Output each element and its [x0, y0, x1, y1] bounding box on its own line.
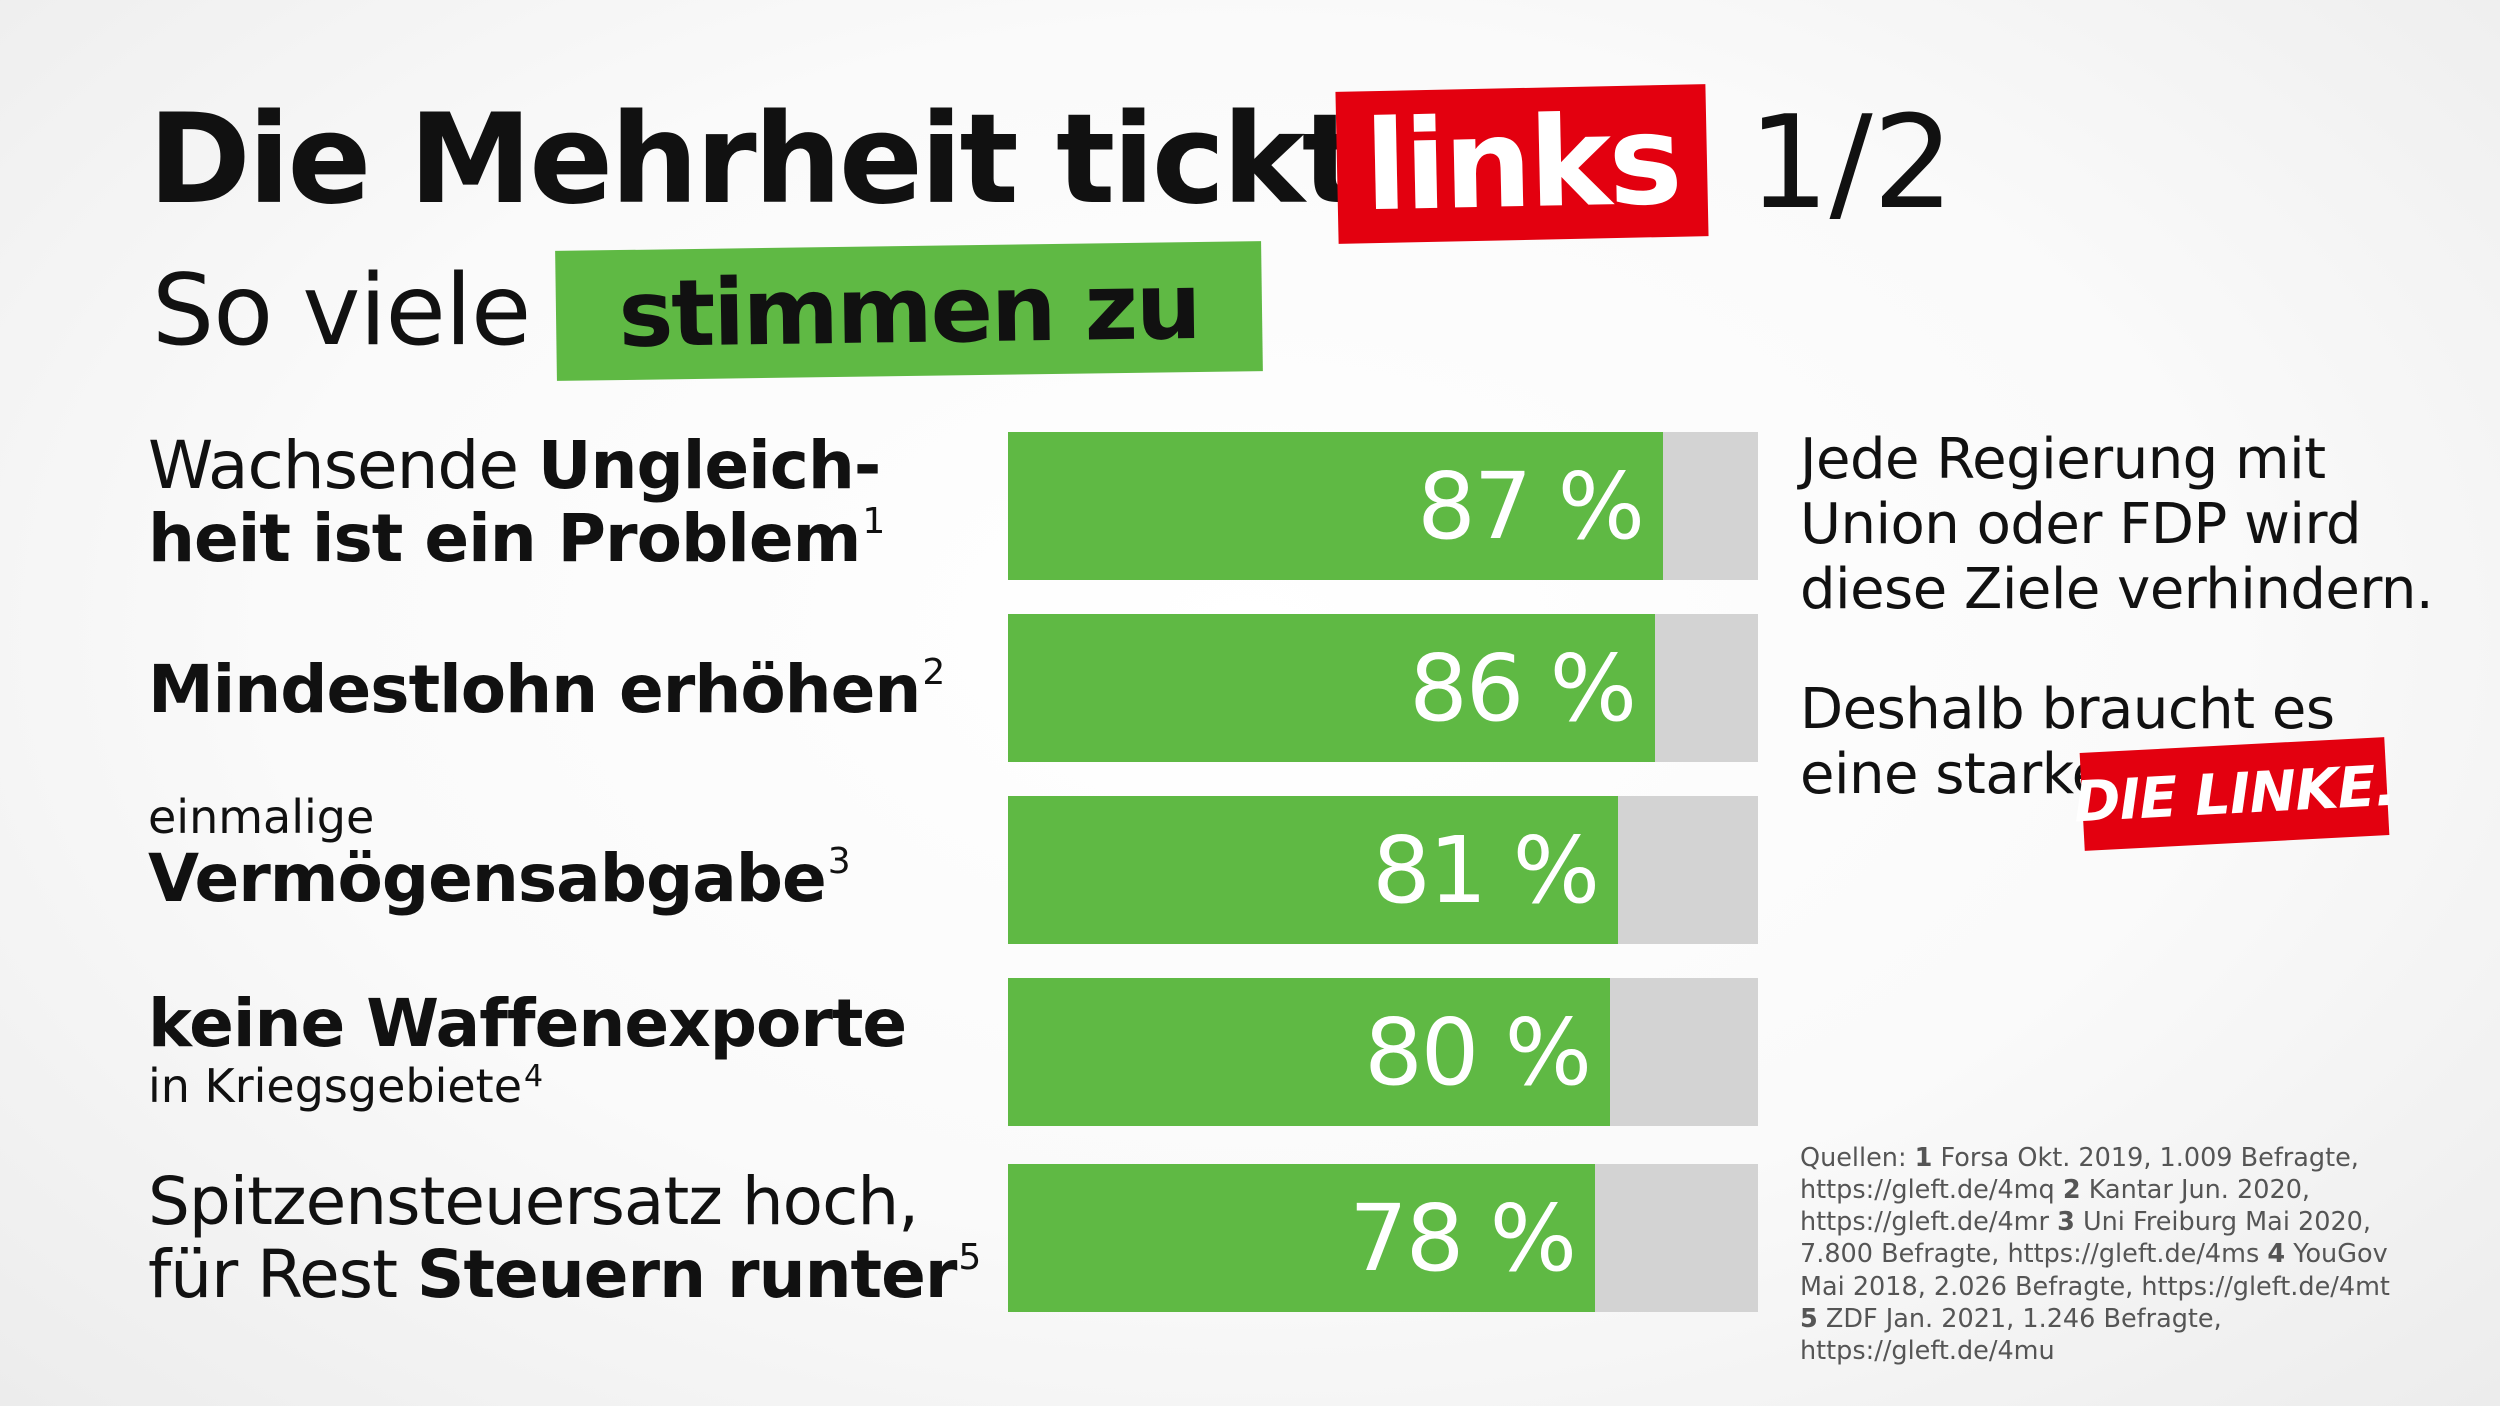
source-num: 4: [2267, 1239, 2286, 1270]
side-line: Jede Regierung mit: [1800, 427, 2326, 492]
bar: [1008, 614, 1655, 762]
bar: [1008, 432, 1663, 580]
label-row-3: einmalige Vermögensabgabe3: [148, 792, 988, 915]
die-linke-logo: DIE LINKE.: [2072, 737, 2397, 851]
footnote-3: 3: [827, 840, 851, 882]
source-num: 3: [2057, 1207, 2075, 1238]
label-row-2: Mindestlohn erhöhen2: [148, 651, 988, 728]
label-row-1-bold: Ungleich-: [537, 427, 881, 504]
side-paragraph-1: Jede Regierung mit Union oder FDP wird d…: [1800, 427, 2434, 623]
source-num: 1: [1914, 1143, 1933, 1173]
bar-value-label: 86 %: [1409, 634, 1637, 742]
bar: [1008, 978, 1610, 1126]
side-paragraph-2: Deshalb braucht es eine starke: [1800, 677, 2335, 808]
footnote-1: 1: [862, 500, 886, 542]
label-row-4: keine Waffenexporte in Kriegsgebiete4: [148, 985, 988, 1113]
page-number: 1/2: [1748, 89, 1954, 238]
bar-track: 80 %: [1008, 978, 1758, 1126]
source-num: 5: [1800, 1303, 1818, 1334]
sources-label: Quellen:: [1800, 1143, 1907, 1173]
label-row-1-bold-2: heit ist ein Problem: [148, 499, 861, 577]
sources-footnote: Quellen: 1 Forsa Okt. 2019, 1.009 Befrag…: [1800, 1142, 2390, 1367]
label-row-5-normal: für Rest: [148, 1235, 417, 1313]
source-text: Kantar Jun. 2020, https://gleft.de/4mr: [1800, 1175, 2311, 1238]
bar-track: 86 %: [1008, 614, 1758, 762]
bar: [1008, 796, 1618, 944]
source-num: 2: [2062, 1175, 2081, 1206]
label-row-3-small: einmalige: [148, 790, 375, 844]
label-row-4-bold: keine Waffenexporte: [148, 985, 907, 1062]
label-row-5-bold: Steuern runter: [416, 1235, 957, 1313]
label-row-1: Wachsende Ungleich- heit ist ein Problem…: [148, 427, 988, 577]
side-line: Union oder FDP wird: [1800, 491, 2362, 557]
side-line: Deshalb braucht es: [1800, 677, 2335, 742]
bar: [1008, 1164, 1595, 1312]
bar-track: 78 %: [1008, 1164, 1758, 1312]
label-row-2-bold: Mindestlohn erhöhen: [148, 651, 921, 728]
label-row-5-line-1: Spitzensteuersatz hoch,: [148, 1163, 919, 1240]
label-row-3-bold: Vermögensabgabe: [148, 839, 827, 917]
footnote-2: 2: [922, 652, 946, 693]
bar-value-label: 78 %: [1349, 1184, 1577, 1292]
side-line: eine starke: [1800, 741, 2106, 807]
source-text: YouGov Mai 2018, 2.026 Befragte, https:/…: [1800, 1239, 2390, 1302]
label-row-5: Spitzensteuersatz hoch, für Rest Steuern…: [148, 1163, 988, 1313]
bar-track: 81 %: [1008, 796, 1758, 944]
footnote-4: 4: [524, 1058, 544, 1094]
footnote-5: 5: [958, 1236, 982, 1278]
bar-track: 87 %: [1008, 432, 1758, 580]
bar-value-label: 87 %: [1417, 452, 1645, 560]
bar-value-label: 81 %: [1372, 816, 1600, 924]
label-row-1-normal: Wachsende: [148, 427, 538, 504]
subtitle: So viele: [152, 254, 531, 368]
source-text: ZDF Jan. 2021, 1.246 Befragte, https://g…: [1800, 1303, 2222, 1366]
side-line: diese Ziele verhindern.: [1800, 556, 2434, 622]
subtitle-highlight: stimmen zu: [555, 241, 1263, 381]
title-highlight-links: links: [1335, 84, 1709, 244]
source-text: Forsa Okt. 2019, 1.009 Befragte, https:/…: [1800, 1143, 2359, 1206]
page-title: Die Mehrheit tickt: [148, 88, 1361, 232]
source-text: Uni Freiburg Mai 2020, 7.800 Befragte, h…: [1800, 1207, 2372, 1270]
label-row-4-small: in Kriegsgebiete: [148, 1058, 522, 1113]
bar-value-label: 80 %: [1364, 998, 1592, 1106]
